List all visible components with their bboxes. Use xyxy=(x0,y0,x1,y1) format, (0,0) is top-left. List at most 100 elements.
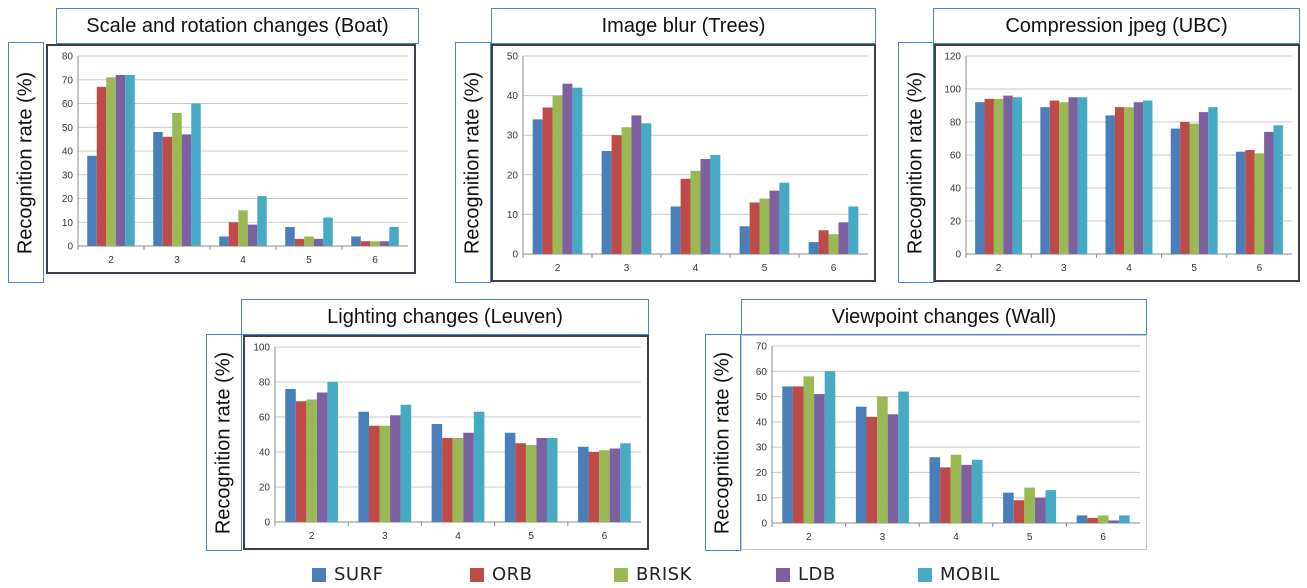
bar-mobil-4 xyxy=(473,411,485,522)
bar-orb-4 xyxy=(228,222,239,246)
y-tick-label: 30 xyxy=(62,170,74,181)
x-tick-label: 6 xyxy=(1100,532,1106,543)
x-tick-label: 3 xyxy=(174,255,180,266)
chart-title: Scale and rotation changes (Boat) xyxy=(56,8,419,44)
y-tick-label: 30 xyxy=(507,131,519,142)
x-tick-label: 5 xyxy=(528,531,534,542)
legend-item-surf: SURF xyxy=(312,564,383,585)
bar-ldb-2 xyxy=(316,392,328,522)
bar-ldb-6 xyxy=(838,222,849,254)
bar-mobil-3 xyxy=(191,103,201,246)
bar-chart-svg: 0 10 20 30 40 50 60 70 2 3 4 5 6 xyxy=(756,342,1140,543)
bar-chart-svg: 0 10 20 30 40 50 60 70 80 2 3 4 5 6 xyxy=(62,52,408,266)
bar-orb-6 xyxy=(360,241,371,246)
y-tick-label: 70 xyxy=(62,75,74,86)
bar-orb-3 xyxy=(1049,100,1060,254)
bar-surf-4 xyxy=(670,206,681,254)
y-tick-label: 40 xyxy=(950,184,962,195)
bar-brisk-3 xyxy=(877,396,888,523)
bar-surf-4 xyxy=(929,457,941,523)
y-tick-label: 40 xyxy=(507,91,519,102)
bar-orb-2 xyxy=(984,98,994,255)
plot-area: 0 10 20 30 40 50 60 70 2 3 4 5 6 xyxy=(741,335,1147,550)
y-tick-label: 20 xyxy=(756,468,768,479)
bar-orb-6 xyxy=(588,452,600,522)
plot-area: 0 10 20 30 40 50 2 3 4 5 6 xyxy=(491,44,876,282)
y-tick-label: 80 xyxy=(259,378,271,389)
bar-surf-2 xyxy=(532,119,543,254)
bar-orb-3 xyxy=(866,416,878,523)
bar-ldb-6 xyxy=(379,241,390,246)
y-tick-label: 60 xyxy=(950,151,962,162)
bar-surf-2 xyxy=(285,389,296,522)
bar-surf-6 xyxy=(578,446,589,522)
bar-orb-3 xyxy=(368,425,380,522)
bar-mobil-5 xyxy=(323,217,333,246)
x-tick-label: 2 xyxy=(108,255,114,266)
y-tick-label: 10 xyxy=(756,493,768,504)
bar-mobil-2 xyxy=(824,371,836,523)
y-axis-label-box: Recognition rate (%) xyxy=(8,42,44,283)
bar-orb-5 xyxy=(1013,500,1025,523)
x-tick-label: 5 xyxy=(762,263,768,274)
bar-mobil-5 xyxy=(779,182,790,254)
bar-surf-3 xyxy=(1040,107,1050,255)
y-tick-label: 50 xyxy=(62,123,74,134)
bar-surf-3 xyxy=(855,406,867,523)
bar-brisk-4 xyxy=(452,438,464,522)
legend-label: LDB xyxy=(798,564,836,585)
y-tick-label: 60 xyxy=(756,367,768,378)
y-axis-label: Recognition rate (%) xyxy=(711,351,734,534)
bar-orb-6 xyxy=(1087,517,1098,523)
x-tick-label: 6 xyxy=(1257,263,1263,274)
bar-ldb-5 xyxy=(1034,497,1046,523)
bar-mobil-6 xyxy=(1119,515,1130,523)
bar-brisk-2 xyxy=(552,95,563,254)
bar-brisk-2 xyxy=(106,77,116,246)
bar-orb-5 xyxy=(515,443,526,522)
y-axis-label: Recognition rate (%) xyxy=(14,71,37,254)
bar-ldb-3 xyxy=(887,414,899,523)
bar-surf-5 xyxy=(285,227,295,246)
bar-brisk-5 xyxy=(525,445,537,522)
chart-title: Image blur (Trees) xyxy=(491,8,876,44)
x-tick-label: 4 xyxy=(1126,263,1132,274)
bar-mobil-2 xyxy=(1012,97,1023,254)
bar-orb-4 xyxy=(1114,107,1125,255)
x-tick-label: 2 xyxy=(309,531,315,542)
bar-orb-5 xyxy=(294,238,305,246)
bar-surf-5 xyxy=(1170,128,1181,254)
y-tick-label: 20 xyxy=(62,194,74,205)
bar-mobil-4 xyxy=(1143,100,1153,254)
legend-item-mobil: MOBIL xyxy=(918,564,1000,585)
bar-surf-4 xyxy=(431,424,443,522)
bar-ldb-6 xyxy=(609,448,621,522)
y-tick-label: 10 xyxy=(507,210,519,221)
bar-ldb-5 xyxy=(769,190,780,254)
bar-ldb-6 xyxy=(1264,131,1274,254)
bar-ldb-4 xyxy=(700,158,711,254)
bar-surf-6 xyxy=(808,242,819,254)
x-tick-label: 4 xyxy=(953,532,959,543)
x-tick-label: 6 xyxy=(831,263,837,274)
x-tick-label: 2 xyxy=(806,532,812,543)
y-tick-label: 80 xyxy=(950,118,962,129)
y-tick-label: 120 xyxy=(944,52,961,63)
bar-ldb-2 xyxy=(1003,95,1013,254)
legend-swatch xyxy=(312,567,326,582)
bar-surf-3 xyxy=(153,132,163,246)
bar-chart-svg: 0 10 20 30 40 50 2 3 4 5 6 xyxy=(507,52,868,274)
bar-mobil-5 xyxy=(1208,107,1218,255)
x-tick-label: 3 xyxy=(382,531,388,542)
bar-orb-2 xyxy=(542,107,553,254)
y-tick-label: 80 xyxy=(62,52,74,63)
bar-brisk-5 xyxy=(1189,123,1199,255)
bar-ldb-4 xyxy=(1133,102,1144,254)
y-tick-label: 100 xyxy=(944,85,961,96)
y-tick-label: 0 xyxy=(67,242,73,253)
bar-surf-2 xyxy=(782,386,793,523)
bar-surf-3 xyxy=(601,151,612,254)
bar-ldb-2 xyxy=(814,394,825,523)
bar-orb-2 xyxy=(96,86,107,246)
bar-surf-5 xyxy=(739,226,750,254)
